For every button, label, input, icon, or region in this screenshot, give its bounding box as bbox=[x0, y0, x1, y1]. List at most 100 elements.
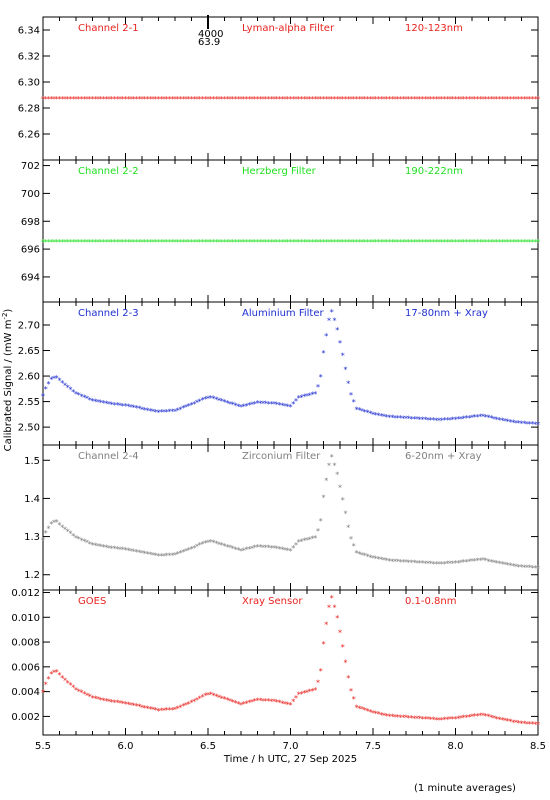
data-point: * bbox=[261, 697, 265, 706]
data-point: * bbox=[300, 537, 304, 546]
data-point: * bbox=[223, 542, 227, 551]
data-point: * bbox=[509, 562, 513, 571]
data-point: * bbox=[228, 544, 232, 553]
data-point: * bbox=[311, 238, 315, 247]
data-point: * bbox=[294, 95, 298, 104]
data-point: * bbox=[297, 238, 301, 247]
data-point: * bbox=[396, 414, 400, 423]
data-point: * bbox=[247, 95, 251, 104]
data-point: * bbox=[267, 238, 271, 247]
data-point: * bbox=[465, 558, 469, 567]
data-point: * bbox=[179, 703, 183, 712]
data-point: * bbox=[467, 713, 471, 722]
data-point: * bbox=[184, 403, 188, 412]
data-point: * bbox=[190, 401, 194, 410]
data-point: * bbox=[305, 95, 309, 104]
data-point: * bbox=[85, 238, 89, 247]
panel-channel-label: Channel 2-1 bbox=[78, 23, 139, 34]
data-point: * bbox=[459, 714, 463, 723]
data-point: * bbox=[531, 564, 535, 573]
data-point: * bbox=[344, 365, 348, 374]
data-point: * bbox=[66, 95, 70, 104]
data-point: * bbox=[533, 95, 537, 104]
data-point: * bbox=[74, 238, 78, 247]
data-point: * bbox=[44, 95, 48, 104]
data-point: * bbox=[426, 560, 430, 569]
data-point: * bbox=[374, 411, 378, 420]
data-point: * bbox=[245, 95, 249, 104]
data-point: * bbox=[93, 541, 97, 550]
data-point: * bbox=[102, 238, 106, 247]
data-point: * bbox=[443, 560, 447, 569]
data-point: * bbox=[217, 238, 221, 247]
data-point: * bbox=[291, 698, 295, 707]
data-point: * bbox=[212, 395, 216, 404]
data-point: * bbox=[198, 397, 202, 406]
data-point: * bbox=[195, 238, 199, 247]
data-point: * bbox=[71, 388, 75, 397]
data-point: * bbox=[355, 405, 359, 414]
data-point: * bbox=[242, 238, 246, 247]
data-point: * bbox=[511, 238, 515, 247]
data-point: * bbox=[396, 558, 400, 567]
data-point: * bbox=[520, 563, 524, 572]
data-point: * bbox=[115, 545, 119, 554]
data-point: * bbox=[96, 238, 100, 247]
data-point: * bbox=[487, 414, 491, 423]
data-point: * bbox=[305, 238, 309, 247]
data-point: * bbox=[137, 95, 141, 104]
data-point: * bbox=[176, 406, 180, 415]
panel-4: 1.2 1.3 1.4 1.5 Channel 2-4 Zirconium Filter 6… bbox=[24, 444, 540, 591]
data-point: * bbox=[195, 95, 199, 104]
data-point: * bbox=[256, 543, 260, 552]
data-point: * bbox=[113, 95, 117, 104]
data-point: * bbox=[91, 397, 95, 406]
data-point: * bbox=[275, 545, 279, 554]
data-point: * bbox=[470, 557, 474, 566]
data-point: * bbox=[415, 238, 419, 247]
data-point: * bbox=[173, 95, 177, 104]
data-point: * bbox=[503, 238, 507, 247]
y-tick-label: 2.55 bbox=[18, 397, 40, 408]
y-tick-label: 6.32 bbox=[18, 52, 40, 63]
data-point: * bbox=[308, 238, 312, 247]
data-point: * bbox=[291, 400, 295, 409]
data-point: * bbox=[528, 238, 532, 247]
data-point: * bbox=[517, 419, 521, 428]
data-point: * bbox=[481, 238, 485, 247]
data-point: * bbox=[327, 603, 331, 612]
data-point: * bbox=[283, 238, 287, 247]
data-point: * bbox=[159, 707, 163, 716]
data-point: * bbox=[69, 386, 73, 395]
data-point: * bbox=[385, 413, 389, 422]
data-point: * bbox=[454, 559, 458, 568]
data-point: * bbox=[74, 686, 78, 695]
data-point: * bbox=[80, 392, 84, 401]
data-point: * bbox=[338, 628, 342, 637]
data-point: * bbox=[484, 712, 488, 721]
panel-3: 2.50 2.55 2.60 2.65 2.70 Channel 2-3 Aluminium… bbox=[18, 301, 540, 446]
data-point: * bbox=[319, 95, 323, 104]
data-point: * bbox=[85, 95, 89, 104]
data-point: * bbox=[489, 95, 493, 104]
data-point: * bbox=[421, 415, 425, 424]
data-point: * bbox=[346, 95, 350, 104]
data-point: * bbox=[217, 396, 221, 405]
data-point: * bbox=[88, 396, 92, 405]
data-point: * bbox=[99, 696, 103, 705]
data-point: * bbox=[52, 238, 56, 247]
data-point: * bbox=[451, 238, 455, 247]
data-point: * bbox=[85, 539, 89, 548]
data-point: * bbox=[245, 238, 249, 247]
data-point: * bbox=[374, 238, 378, 247]
data-point: * bbox=[124, 95, 128, 104]
data-point: * bbox=[297, 691, 301, 700]
data-point: * bbox=[363, 238, 367, 247]
data-point: * bbox=[82, 690, 86, 699]
data-point: * bbox=[190, 238, 194, 247]
data-point: * bbox=[525, 720, 529, 729]
data-point: * bbox=[368, 95, 372, 104]
y-tick-label: 1.4 bbox=[24, 494, 40, 505]
data-point: * bbox=[60, 674, 64, 683]
